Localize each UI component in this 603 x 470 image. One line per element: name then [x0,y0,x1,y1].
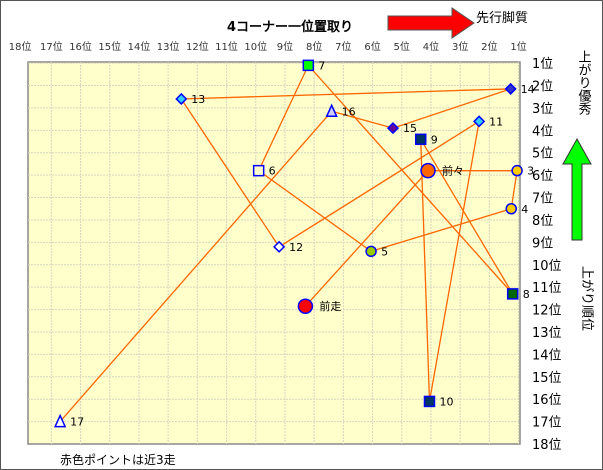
point-square [252,164,265,177]
point-label: 10 [439,395,453,408]
x-tick-label: 11位 [215,40,238,53]
y-tick-label: 5位 [532,147,553,162]
y-tick-label: 2位 [532,80,553,95]
point-label: 12 [289,241,303,254]
point-label: 9 [431,133,438,146]
point-label: 6 [269,165,276,178]
y-axis-label: 上がり順位 [579,266,594,331]
point-label: 8 [523,288,530,301]
chart-title: 4コーナー一位置取り [227,19,353,35]
point-diamond [175,92,188,106]
point-diamond [504,82,517,95]
y-tick-label: 17位 [532,416,562,431]
point-square [423,395,436,408]
point-label: 前々 [442,164,464,178]
footnote: 赤色ポイントは近3走 [60,453,176,467]
up-arrow-icon [562,137,592,241]
point-circle [505,203,517,215]
x-tick-label: 8位 [306,40,322,53]
point-diamond [473,115,486,128]
y-tick-label: 3位 [532,102,553,117]
x-tick-label: 7位 [335,40,351,53]
y-tick-label: 11位 [532,281,562,296]
y-tick-label: 13位 [532,326,562,341]
plot-area [27,61,521,445]
point-circle [511,164,523,177]
point-label: 17 [70,416,84,429]
x-tick-label: 4位 [423,40,439,53]
y-tick-label: 14位 [532,348,562,363]
x-tick-label: 18位 [9,40,32,53]
point-triangle [325,103,338,118]
point-label: 前走 [319,299,341,313]
x-tick-label: 14位 [128,40,151,53]
x-tick-label: 13位 [157,40,180,53]
point-diamond [273,240,286,253]
point-label: 13 [191,93,205,106]
x-tick-label: 2位 [481,40,497,53]
point-circle [420,162,436,179]
point-label: 5 [381,245,388,258]
y-tick-label: 4位 [532,124,553,139]
y-tick-label: 18位 [532,438,562,453]
x-tick-label: 9位 [277,40,293,53]
point-square [414,133,427,146]
point-square [302,59,315,72]
y-tick-label: 7位 [532,192,553,207]
y-tick-label: 15位 [532,371,562,386]
x-tick-label: 17位 [40,40,63,53]
point-label: 15 [403,122,417,135]
point-label: 14 [521,83,535,96]
point-label: 4 [521,203,528,216]
point-label: 3 [527,165,534,178]
right-arrow-icon [387,7,475,39]
right-annotation-top: 上がり優秀 [576,50,592,116]
y-tick-label: 8位 [532,214,553,229]
x-tick-label: 15位 [98,40,121,53]
x-tick-label: 5位 [394,40,410,53]
y-tick-label: 12位 [532,304,562,319]
top-annotation: 先行脚質 [476,10,528,26]
y-tick-label: 1位 [532,57,553,72]
x-tick-label: 10位 [244,40,267,53]
x-tick-label: 16位 [69,40,92,53]
x-tick-label: 6位 [364,40,380,53]
y-tick-label: 6位 [532,169,553,184]
x-tick-label: 12位 [186,40,209,53]
point-triangle [53,413,67,428]
point-label: 7 [318,59,325,72]
x-tick-label: 1位 [510,40,526,53]
point-circle [297,298,314,314]
point-diamond [386,122,400,135]
y-tick-label: 10位 [532,259,562,274]
x-tick-label: 3位 [452,40,468,53]
y-tick-label: 9位 [532,236,553,251]
point-label: 16 [342,105,356,118]
point-square [506,288,519,300]
point-circle [365,245,377,258]
y-tick-label: 16位 [532,393,562,408]
point-label: 11 [489,115,503,128]
